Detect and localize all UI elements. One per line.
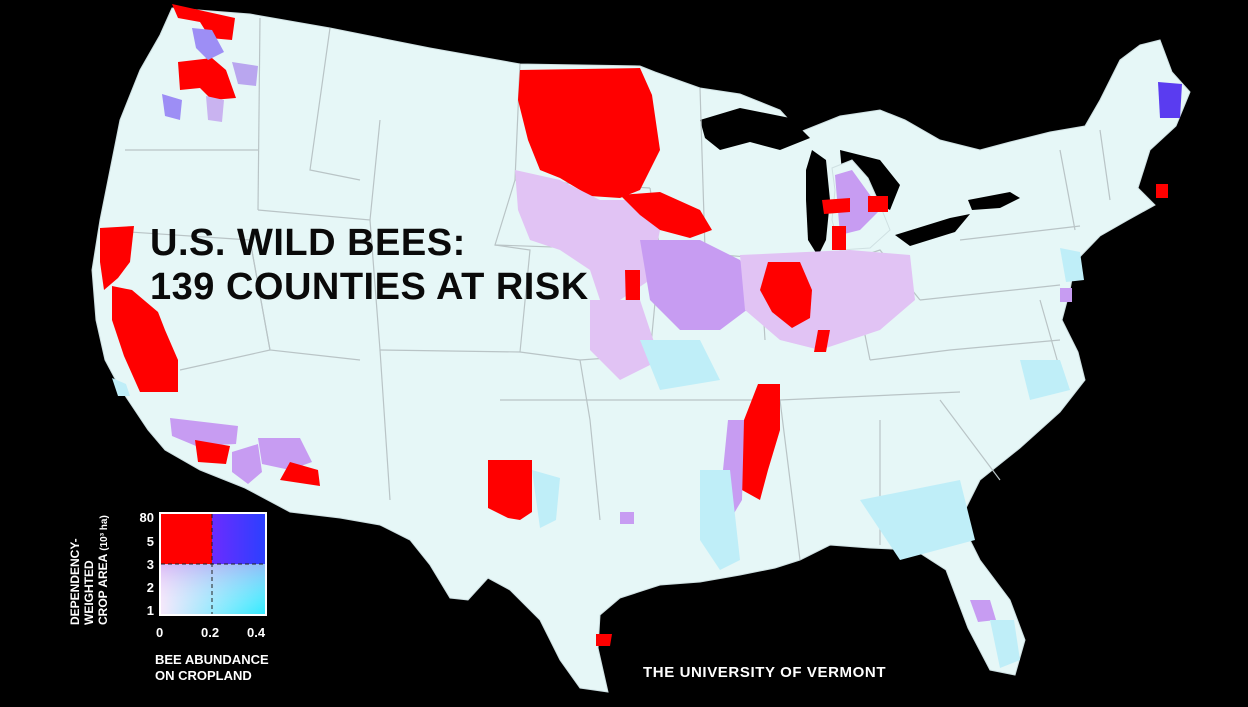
county-patch <box>258 438 312 470</box>
county-patch <box>760 262 812 328</box>
lake-superior <box>700 108 810 150</box>
county-patch <box>832 226 846 250</box>
county-patch <box>640 240 760 330</box>
county-patch <box>738 384 780 500</box>
legend-at-risk-cell <box>161 514 212 564</box>
county-patch <box>596 634 612 646</box>
legend-y-label-units: (10³ ha) <box>99 515 110 551</box>
county-patch <box>170 418 238 446</box>
county-patch <box>822 198 850 214</box>
county-patch <box>206 96 224 122</box>
legend-y-label-line: CROP AREA (10³ ha) <box>96 515 112 625</box>
legend-x-tick: 0.2 <box>201 625 220 640</box>
county-patch <box>835 170 880 235</box>
legend-y-label-text: CROP AREA <box>96 554 110 625</box>
county-patch <box>518 68 660 198</box>
legend-y-tick: 5 <box>146 534 154 549</box>
county-patch <box>112 378 130 396</box>
legend-x-label-line-2: ON CROPLAND <box>155 668 252 683</box>
county-patches <box>100 4 1182 668</box>
legend-y-tick: 1 <box>146 603 154 618</box>
county-patch <box>990 620 1020 668</box>
county-patch <box>232 444 262 484</box>
county-patch <box>620 512 634 524</box>
legend-y-label: DEPENDENCY- WEIGHTED CROP AREA (10³ ha) <box>68 515 112 625</box>
county-patch <box>515 170 660 300</box>
county-patch <box>1060 288 1072 302</box>
county-patch <box>640 340 720 390</box>
legend-grid <box>159 512 267 616</box>
lake-michigan <box>806 150 830 256</box>
county-patch <box>195 440 230 464</box>
county-patch <box>532 470 560 528</box>
state-borders <box>99 17 1111 561</box>
county-patch <box>100 226 134 290</box>
county-patch <box>162 94 182 120</box>
map-title-line-2: 139 COUNTIES AT RISK <box>150 266 589 308</box>
county-patch <box>700 470 740 570</box>
lake-ontario <box>968 192 1020 210</box>
legend-x-tick: 0.4 <box>247 625 266 640</box>
county-patch <box>280 462 320 486</box>
legend-y-label-line: WEIGHTED <box>82 560 96 625</box>
county-patch <box>970 600 996 622</box>
county-patch <box>112 286 178 392</box>
legend-x-tick: 0 <box>156 625 164 640</box>
county-patch <box>488 460 532 520</box>
county-patch <box>860 480 975 560</box>
map-title-line-1: U.S. WILD BEES: <box>150 222 466 264</box>
county-patch <box>1156 184 1168 198</box>
legend-y-tick: 3 <box>146 557 154 572</box>
county-patch <box>868 196 888 212</box>
lake-erie <box>895 214 970 246</box>
legend-x-label-line-1: BEE ABUNDANCE <box>155 652 269 667</box>
county-patch <box>590 300 660 380</box>
legend-y-label-line: DEPENDENCY- <box>68 538 82 625</box>
county-patch <box>814 330 830 352</box>
county-patch <box>1060 248 1084 282</box>
county-patch <box>1020 360 1070 400</box>
county-patch <box>178 58 236 100</box>
credit-text: THE UNIVERSITY OF VERMONT <box>643 664 887 681</box>
legend-y-tick: 80 <box>139 510 154 525</box>
county-patch <box>232 62 258 86</box>
legend-y-tick: 2 <box>146 580 154 595</box>
county-patch <box>1158 82 1182 118</box>
county-patch <box>192 28 224 60</box>
county-patch <box>172 4 235 40</box>
county-patch <box>620 192 712 238</box>
